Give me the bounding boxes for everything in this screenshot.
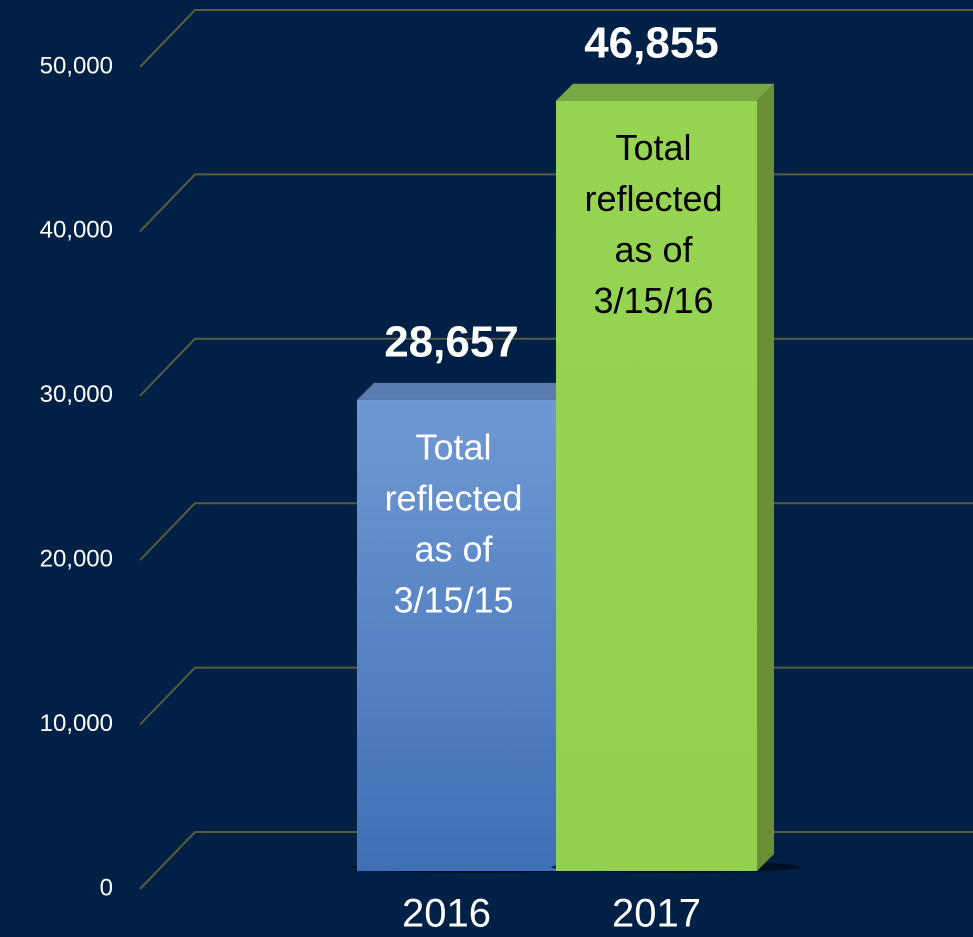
y-tick-label: 30,000	[40, 381, 113, 408]
x-tick-label: 2016	[402, 892, 491, 936]
bar-top	[556, 83, 774, 101]
bar-annotation: as of	[414, 528, 493, 569]
bar-annotation: 3/15/15	[393, 579, 513, 620]
y-tick-label: 10,000	[40, 710, 113, 737]
bar-annotation: as of	[614, 229, 693, 270]
value-label: 46,855	[584, 18, 719, 67]
y-tick-label: 20,000	[40, 546, 113, 573]
value-label: 28,657	[384, 318, 519, 367]
bar-annotation: Total	[615, 127, 691, 168]
bar-annotation: reflected	[384, 477, 522, 518]
bar	[556, 100, 757, 871]
y-tick-label: 40,000	[40, 217, 113, 244]
bar-top	[357, 382, 573, 400]
bar-annotation: 3/15/16	[593, 280, 713, 321]
y-tick-label: 50,000	[40, 52, 113, 79]
grid-line	[139, 9, 973, 68]
bar-side	[757, 83, 774, 871]
y-tick-label: 0	[100, 874, 113, 901]
x-tick-label: 2017	[612, 892, 701, 936]
bar	[357, 399, 556, 871]
bar-annotation: Total	[415, 426, 491, 467]
bar-annotation: reflected	[584, 178, 722, 219]
